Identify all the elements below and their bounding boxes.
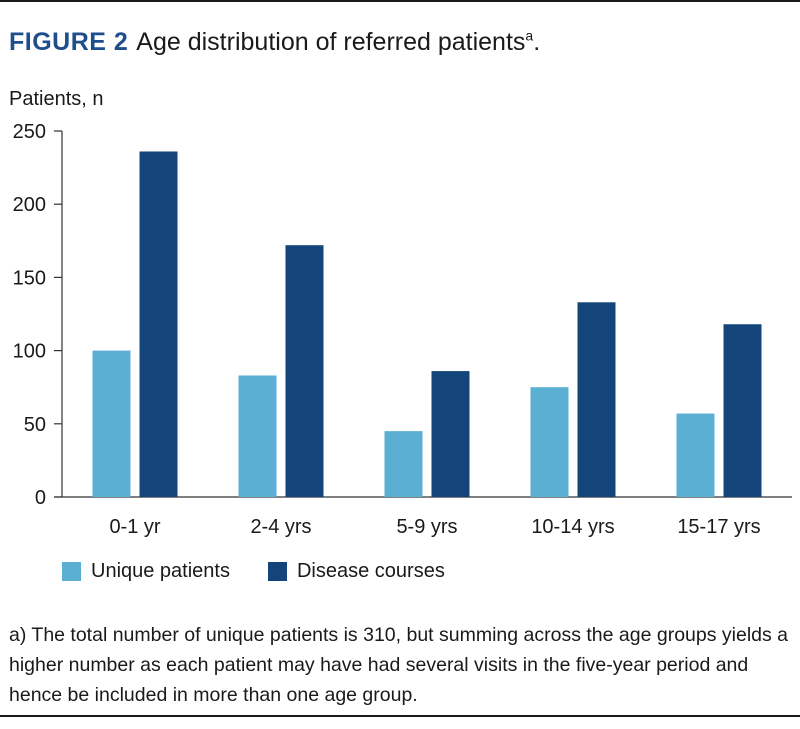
bar-unique-patients (530, 387, 569, 497)
bar-unique-patients (676, 413, 715, 497)
figure-title-text: Age distribution of referred patientsa. (136, 28, 540, 56)
legend-label-courses: Disease courses (296, 560, 445, 582)
x-tick-label: 2-4 yrs (250, 516, 311, 538)
y-tick-label: 150 (13, 267, 46, 289)
figure-title-footnote-mark: a (525, 28, 534, 44)
bar-unique-patients (238, 375, 277, 497)
bar-disease-courses (577, 302, 616, 497)
bar-disease-courses (285, 245, 324, 497)
y-tick-label: 50 (24, 414, 46, 436)
figure-title-period: . (533, 28, 541, 57)
figure-label: FIGURE 2 (9, 28, 129, 57)
legend-item-courses: Disease courses (267, 560, 445, 583)
bar-disease-courses (139, 151, 178, 497)
x-tick-label: 10-14 yrs (531, 516, 614, 538)
legend-swatch-unique (62, 562, 81, 581)
x-tick-label: 5-9 yrs (396, 516, 457, 538)
bar-unique-patients (384, 431, 423, 497)
legend-item-unique: Unique patients (62, 560, 230, 583)
x-tick-label: 0-1 yr (109, 516, 160, 538)
figure-title-main: Age distribution of referred patients (136, 28, 526, 57)
y-tick-label: 100 (13, 341, 46, 363)
bar-unique-patients (92, 350, 131, 497)
bar-disease-courses (723, 324, 762, 497)
legend: Unique patients Disease courses (62, 560, 483, 583)
top-rule (0, 0, 800, 2)
footnote: a) The total number of unique patients i… (9, 624, 789, 706)
y-tick-label: 250 (13, 121, 46, 143)
legend-label-unique: Unique patients (91, 560, 230, 582)
x-tick-label: 15-17 yrs (677, 516, 760, 538)
legend-swatch-courses (267, 562, 287, 581)
y-axis-title: Patients, n (9, 88, 104, 110)
bottom-rule (0, 715, 800, 717)
y-tick-label: 0 (35, 487, 46, 509)
figure-title: FIGURE 2 Age distribution of referred pat… (9, 28, 540, 57)
bar-disease-courses (431, 371, 470, 497)
bar-chart: 0 50 100 150 200 250 0-1 yr 2-4 yrs 5-9 yrs 10-14… (13, 121, 792, 538)
y-tick-label: 200 (13, 194, 46, 216)
